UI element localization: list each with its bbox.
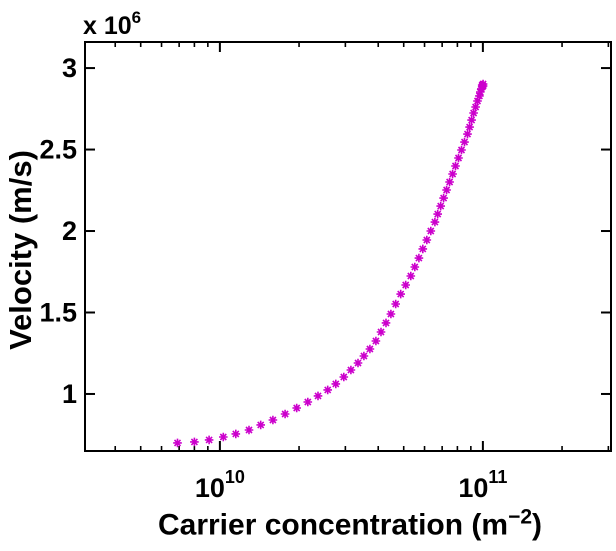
y-tick-label: 3 [62,53,77,83]
y-tick-label: 1.5 [39,297,77,327]
x-tick-label: 1010 [195,467,245,503]
y-tick-label: 2.5 [39,135,77,165]
y-tick-label: 2 [62,216,77,246]
y-axis-multiplier-base: x 10 [83,12,132,40]
x-axis-label-close: ) [532,508,543,542]
x-axis-label-superscript: −2 [508,505,533,529]
axes-box [84,41,612,452]
data-points [173,79,488,448]
x-tick-label: 1011 [458,467,507,503]
x-axis-label-text: Carrier concentration (m [157,508,509,542]
y-axis-label: Velocity (m/s) [3,150,38,350]
y-axis-multiplier-exponent: 6 [131,8,142,27]
y-axis-multiplier: x 106 [83,8,141,41]
x-axis-label: Carrier concentration (m−2) [158,506,542,543]
y-tick-label: 1 [62,379,77,409]
